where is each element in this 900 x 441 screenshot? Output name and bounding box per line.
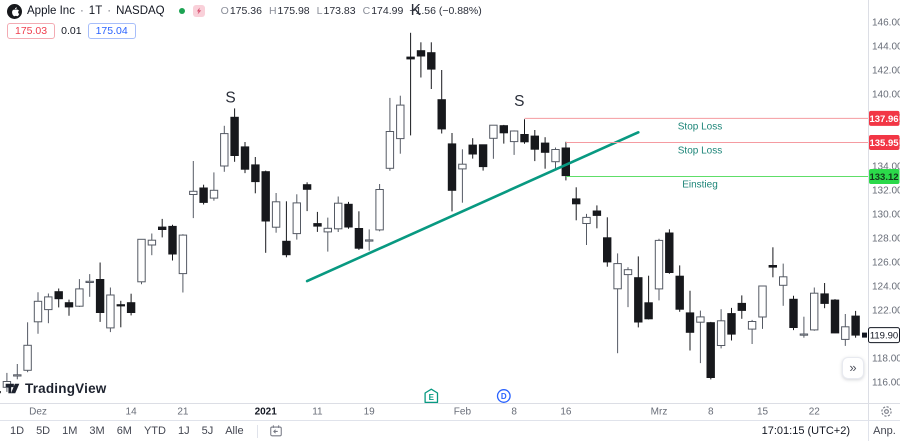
svg-text:130.00: 130.00 xyxy=(872,209,900,220)
separator: · xyxy=(107,5,112,17)
svg-text:14: 14 xyxy=(126,407,138,418)
symbol-name[interactable]: Apple Inc xyxy=(27,5,75,17)
svg-text:2021: 2021 xyxy=(255,407,278,418)
svg-text:22: 22 xyxy=(809,407,821,418)
level-1-stop-loss[interactable]: Stop Loss 135.95 xyxy=(565,135,900,157)
ohlc-o: O 175.36 xyxy=(220,5,262,17)
time-axis[interactable]: Dez 14 21 2021 11 19 Feb 8 16 Mrz 8 15 22 xyxy=(29,407,820,418)
svg-text:21: 21 xyxy=(177,407,189,418)
range-button-1m[interactable]: 1M xyxy=(56,421,83,441)
svg-text:146.00: 146.00 xyxy=(872,17,900,28)
range-switcher: 1D 5D 1M 3M 6M YTD 1J 5J Alle xyxy=(0,421,287,441)
range-button-5j[interactable]: 5J xyxy=(196,421,220,441)
tradingview-logo-text: TradingView xyxy=(25,381,107,396)
svg-text:K: K xyxy=(411,2,422,19)
dividends-marker-icon[interactable]: D xyxy=(496,389,511,403)
axis-settings-button[interactable] xyxy=(878,404,895,419)
svg-text:Stop Loss: Stop Loss xyxy=(678,121,722,132)
trendline[interactable] xyxy=(305,131,640,283)
range-button-ytd[interactable]: YTD xyxy=(138,421,172,441)
svg-text:132.00: 132.00 xyxy=(872,185,900,196)
tradingview-logo[interactable]: TradingView xyxy=(5,381,106,396)
data-issue-icon[interactable] xyxy=(192,5,205,17)
svg-text:Mrz: Mrz xyxy=(651,407,668,418)
candles-series[interactable] xyxy=(0,32,860,400)
adjust-button[interactable]: Anp. xyxy=(873,425,896,437)
svg-text:126.00: 126.00 xyxy=(872,257,900,268)
svg-text:19: 19 xyxy=(364,407,376,418)
svg-text:128.00: 128.00 xyxy=(872,233,900,244)
svg-text:144.00: 144.00 xyxy=(872,41,900,52)
divider xyxy=(256,424,258,438)
svg-text:116.00: 116.00 xyxy=(872,377,900,388)
sell-button[interactable]: 175.03 xyxy=(7,23,56,39)
svg-text:Stop Loss: Stop Loss xyxy=(678,146,722,157)
svg-text:Dez: Dez xyxy=(29,407,47,418)
svg-text:16: 16 xyxy=(560,407,572,418)
apple-logo-icon[interactable] xyxy=(7,3,22,19)
svg-text:122.00: 122.00 xyxy=(872,305,900,316)
svg-text:8: 8 xyxy=(511,407,517,418)
svg-text:S: S xyxy=(225,90,235,107)
ohlc-c: C 174.99 xyxy=(362,5,404,17)
go-to-date-button[interactable] xyxy=(265,421,287,441)
earnings-marker-icon[interactable]: E xyxy=(424,388,439,404)
scroll-to-recent-button[interactable]: » xyxy=(842,357,864,379)
symbol-row: Apple Inc · 1T · NASDAQ O 175.36 H 175.98 L 1… xyxy=(7,3,482,19)
symbol-exchange[interactable]: NASDAQ xyxy=(116,5,165,17)
level-0-stop-loss[interactable]: Stop Loss 137.96 xyxy=(524,110,900,132)
svg-text:E: E xyxy=(429,393,435,402)
pattern-letters: S K S xyxy=(225,2,524,110)
session-controls: 17:01:15 (UTC+2) Anp. xyxy=(756,421,900,441)
tradingview-logo-icon xyxy=(5,382,20,395)
symbol-header: Apple Inc · 1T · NASDAQ O 175.36 H 175.98 L 1… xyxy=(7,3,482,39)
bottom-toolbar: 1D 5D 1M 3M 6M YTD 1J 5J Alle 17:01:15 (UTC+2) A… xyxy=(0,420,900,441)
svg-text:133.12: 133.12 xyxy=(869,172,898,183)
ohlc-h: H 175.98 xyxy=(268,5,310,17)
svg-text:137.96: 137.96 xyxy=(869,114,898,125)
range-button-alle[interactable]: Alle xyxy=(219,421,249,441)
svg-text:142.00: 142.00 xyxy=(872,65,900,76)
change-value: −1.56 (−0.88%) xyxy=(409,5,482,17)
range-button-6m[interactable]: 6M xyxy=(111,421,138,441)
adjust-cell: Anp. xyxy=(868,421,900,441)
double-chevron-right-icon: » xyxy=(849,360,857,375)
buy-button[interactable]: 175.04 xyxy=(87,23,136,39)
ohlc-values: O 175.36 H 175.98 L 173.83 C 174.99 xyxy=(221,5,404,17)
svg-text:Einstieg: Einstieg xyxy=(682,180,718,191)
svg-text:124.00: 124.00 xyxy=(872,281,900,292)
range-button-5d[interactable]: 5D xyxy=(30,421,56,441)
svg-text:119.90: 119.90 xyxy=(870,331,898,342)
svg-text:135.95: 135.95 xyxy=(869,138,899,149)
ohlc-l: L 173.83 xyxy=(316,5,356,17)
symbol-interval[interactable]: 1T xyxy=(88,5,103,17)
separator: · xyxy=(79,5,84,17)
calendar-icon xyxy=(269,425,282,437)
spread-value: 0.01 xyxy=(61,25,82,37)
session-clock[interactable]: 17:01:15 (UTC+2) xyxy=(756,424,856,438)
range-button-1d[interactable]: 1D xyxy=(4,421,30,441)
last-price-tag: 119.90 xyxy=(862,327,900,344)
svg-text:8: 8 xyxy=(708,407,714,418)
range-button-1j[interactable]: 1J xyxy=(172,421,196,441)
svg-text:134.00: 134.00 xyxy=(872,161,900,172)
svg-text:D: D xyxy=(501,392,507,401)
level-2-einstieg[interactable]: Einstieg 133.12 xyxy=(565,169,900,191)
svg-text:11: 11 xyxy=(312,407,323,418)
svg-text:140.00: 140.00 xyxy=(872,89,900,100)
svg-text:Feb: Feb xyxy=(454,407,472,418)
svg-text:S: S xyxy=(514,93,524,110)
bid-ask-row: 175.03 0.01 175.04 xyxy=(7,23,482,39)
gear-icon xyxy=(881,406,892,417)
svg-text:118.00: 118.00 xyxy=(872,353,900,364)
svg-text:15: 15 xyxy=(757,407,769,418)
range-button-3m[interactable]: 3M xyxy=(83,421,110,441)
market-open-status-icon[interactable] xyxy=(178,8,185,14)
